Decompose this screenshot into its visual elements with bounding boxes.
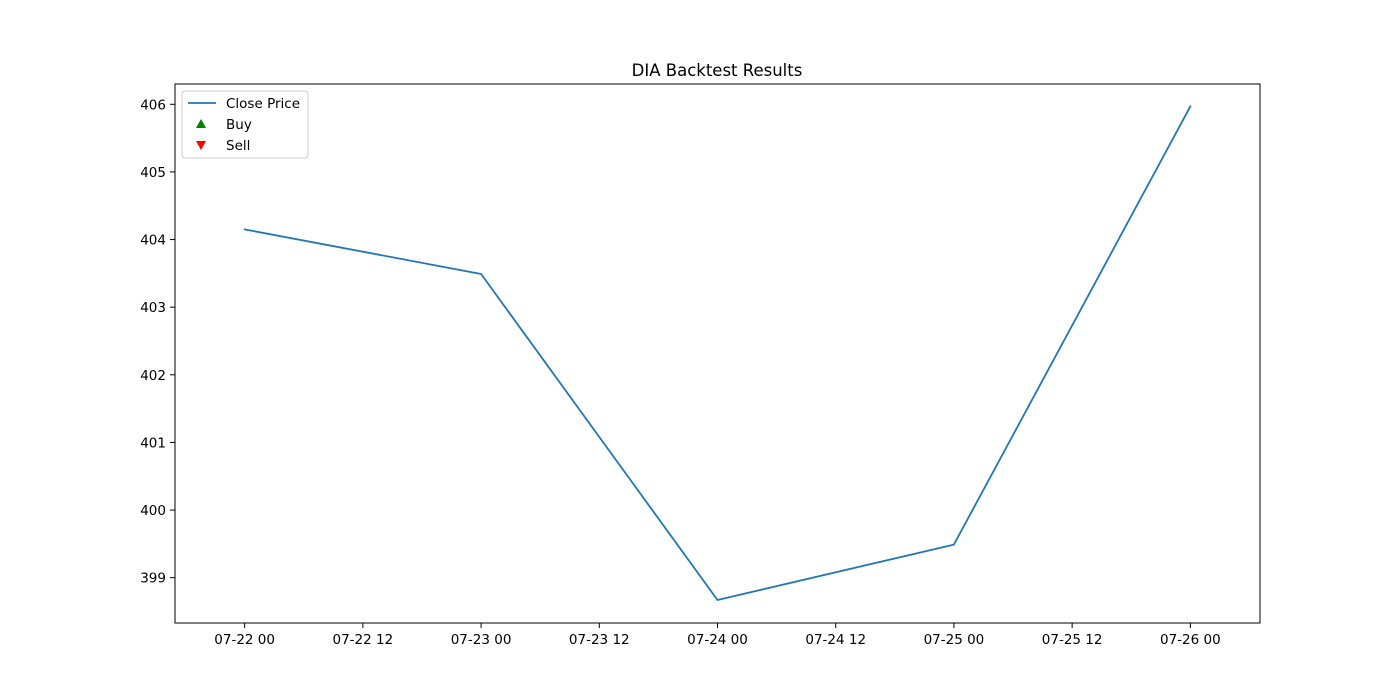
- plot-area: [174, 83, 1261, 624]
- x-tick-label: 07-22 00: [214, 632, 275, 648]
- y-tick-label: 399: [140, 571, 166, 587]
- x-tick-label: 07-24 12: [805, 632, 866, 648]
- legend-close-price-label: Close Price: [226, 96, 300, 112]
- y-tick-label: 406: [140, 97, 166, 113]
- x-tick-label: 07-22 12: [333, 632, 394, 648]
- y-tick-label: 404: [140, 233, 166, 249]
- y-tick-label: 405: [140, 165, 166, 181]
- legend-sell-label: Sell: [226, 138, 250, 154]
- y-tick-label: 400: [140, 503, 166, 519]
- legend: Close Price Buy Sell: [181, 90, 309, 159]
- y-tick-label: 402: [140, 368, 166, 384]
- legend-box: [181, 90, 309, 159]
- x-tick-label: 07-26 00: [1160, 632, 1221, 648]
- x-tick-label: 07-25 00: [924, 632, 985, 648]
- series-layer: [243, 105, 1192, 601]
- x-tick-label: 07-23 12: [569, 632, 630, 648]
- x-tick-label: 07-23 00: [451, 632, 512, 648]
- chart-title: DIA Backtest Results: [632, 61, 803, 80]
- x-axis: 07-22 00 07-22 12 07-23 00 07-23 12 07-24 00…: [214, 623, 1221, 648]
- x-tick-label: 07-25 12: [1042, 632, 1103, 648]
- plot-frame: [174, 83, 1261, 624]
- x-tick-label: 07-24 00: [687, 632, 748, 648]
- y-axis: 399 400 401 402 403 404 405 406: [140, 97, 175, 587]
- legend-buy-marker: [196, 119, 206, 128]
- y-tick-label: 401: [140, 435, 166, 451]
- legend-buy-label: Buy: [226, 117, 252, 133]
- y-tick-label: 403: [140, 300, 166, 316]
- legend-sell-marker: [196, 141, 206, 150]
